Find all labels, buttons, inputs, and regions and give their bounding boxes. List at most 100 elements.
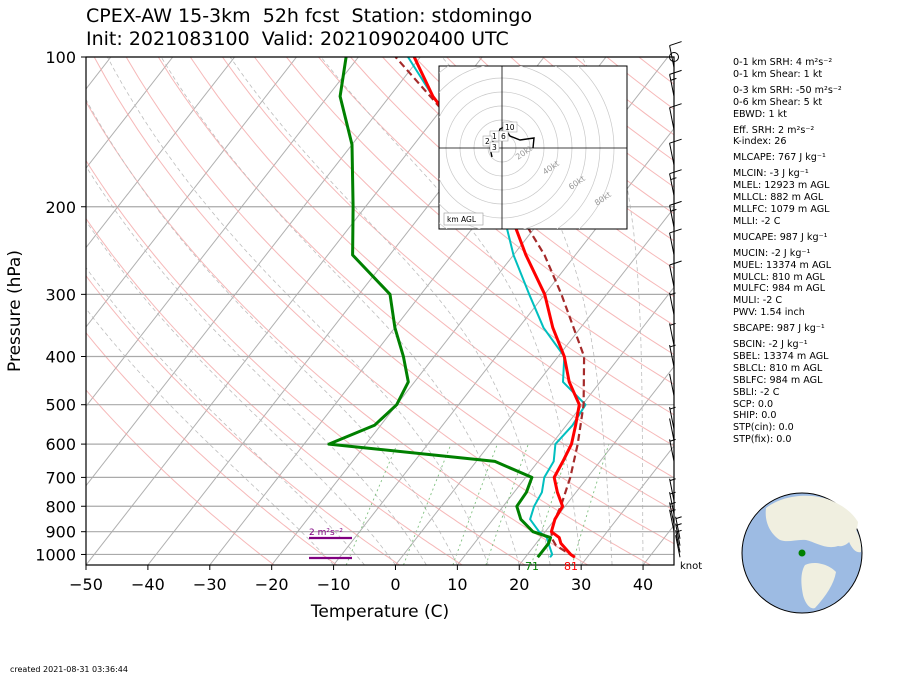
dry-adiabat-line [86,217,463,565]
moist-adiabat-line [229,57,551,565]
index-line: 0-6 km Shear: 5 kt [733,96,823,108]
index-line: K-index: 26 [733,136,787,148]
isotherm-line [86,57,483,565]
wind-barb-half [669,344,676,348]
wind-barbs [669,41,682,558]
y-tick-label: 200 [45,198,76,217]
wind-barb-staff [675,516,681,539]
index-line: SBCAPE: 987 J kg⁻¹ [733,323,825,335]
isotherm-line [518,365,674,565]
index-line: 0-1 km Shear: 1 kt [733,68,823,80]
index-line: EBWD: 1 kt [733,108,787,120]
wind-barb-staff [675,530,681,553]
wind-barb-flag [669,169,682,175]
index-line: MULFC: 984 m AGL [733,283,826,295]
hodograph-label-2: 2 [485,137,490,146]
wind-barb-staff [669,143,675,166]
dry-adiabat-line [125,57,674,545]
index-line: PWV: 1.54 inch [733,307,805,319]
dry-adiabat-line [382,57,674,298]
wind-barb-half [675,523,682,527]
isotherm-line [86,57,236,249]
background-lines [86,57,674,565]
wind-barb-staff [669,45,675,68]
greenland-africa-edge [847,520,862,553]
dry-adiabat-line [350,57,674,326]
wind-barb-half [669,509,676,513]
index-line: SBLFC: 984 m AGL [733,374,823,386]
y-tick-label: 500 [45,396,76,415]
wind-barb-staff [669,107,675,130]
moist-adiabat-line [441,57,613,565]
wind-barb-staff [669,407,675,430]
index-line: MULCL: 810 m AGL [733,271,825,283]
index-line: 0-1 km SRH: 4 m²s⁻² [733,57,833,68]
y-tick-label: 900 [45,523,76,542]
wind-barb-staff [669,373,675,396]
isotherm-line [456,286,674,565]
index-line: SHIP: 0.0 [733,410,777,422]
index-line: MULI: -2 C [733,295,783,307]
wind-barb-flag [669,260,682,266]
wind-barb-half [669,501,676,505]
calm-wind-circle [669,52,679,62]
y-tick-label: 600 [45,435,76,454]
y-tick-label: 400 [45,348,76,367]
y-tick-label: 800 [45,497,76,516]
dewpoint-trace [327,57,552,559]
wind-barb-half [675,516,682,520]
x-tick-label: 20 [509,575,529,594]
index-line: MLLFC: 1079 m AGL [733,203,830,215]
wind-barb-staff [669,418,675,441]
index-line: STP(fix): 0.0 [733,434,792,446]
wind-barb-half [669,478,676,482]
moist-adiabat-line [673,551,674,565]
dry-adiabat-line [86,389,275,565]
hodograph-inset: 20kt 40kt 60kt 80kt 10 1 6 2 3 km AGL [438,65,628,230]
wind-barb-staff [669,492,675,515]
x-tick-label: −20 [255,575,289,594]
hodograph-label-10: 10 [505,123,515,132]
created-timestamp: created 2021-08-31 03:36:44 [10,665,128,674]
hodograph-agl-label: km AGL [447,215,477,224]
dry-adiabat-line [86,332,337,565]
moist-adiabat-line [86,220,396,565]
y-tick-label: 700 [45,468,76,487]
x-tick-label: 0 [390,575,400,594]
index-line: MUCIN: -2 J kg⁻¹ [733,247,811,259]
dry-adiabat-line [221,57,674,447]
moist-adiabat-line [86,98,458,565]
wind-barb-staff [669,205,675,228]
index-line: SBLCL: 810 m AGL [733,362,823,374]
wind-barb-half [669,406,676,410]
wind-barb-flag [669,138,682,144]
wind-barb-staff [669,502,675,525]
wind-barb-staff [669,478,675,501]
index-line: MUEL: 13374 m AGL [733,259,832,271]
moist-adiabat-line [581,57,644,565]
wind-barb-half [670,77,677,81]
x-tick-label: 40 [633,575,653,594]
hodograph-label-1: 1 [492,132,497,141]
y-tick-label: 1000 [35,545,76,564]
wind-barb-half [670,208,677,212]
index-line: MLEL: 12923 m AGL [733,180,830,192]
plot-frame [85,56,675,566]
y-axis-ticks: 100 200 300 400 500 600 700 800 900 1000 [35,48,86,564]
wind-barb-flag [669,41,682,47]
wind-barb-flag [669,103,682,109]
isotherm-line [395,207,674,565]
mixing-ratio-line [530,443,572,565]
mixing-ratio-line [452,443,498,565]
srh-label: 2 m²s⁻² [309,528,343,538]
x-axis-ticks: −50 −40 −30 −20 −10 0 10 20 30 40 [69,565,653,594]
dry-adiabat-line [286,57,674,385]
moist-adiabat-line [86,266,365,565]
y-tick-label: 300 [45,285,76,304]
dry-adiabat-line [318,57,674,356]
temperature-trace [412,57,581,559]
index-line: MLCAPE: 767 J kg⁻¹ [733,152,826,164]
wind-barb-flag [669,228,682,234]
index-line: 0-3 km SRH: -50 m²s⁻² [733,84,842,96]
